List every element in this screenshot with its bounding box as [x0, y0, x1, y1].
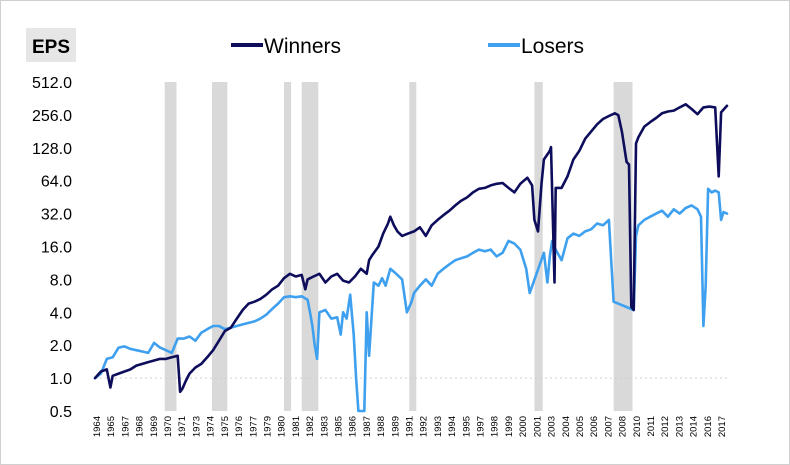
x-tick-label-30: 2000 [518, 416, 529, 437]
y-tick-label-2: 2.0 [50, 338, 72, 355]
x-tick-label-15: 1982 [305, 416, 316, 437]
x-tick-label-37: 2008 [618, 416, 629, 437]
x-tick-label-41: 2013 [674, 416, 685, 437]
x-tick-label-9: 1975 [220, 416, 231, 437]
legend-label-winners: Winners [264, 35, 341, 58]
x-axis-tick-labels: 1964 1965 1967 1968 1969 1970 1971 1973 1974 1975… [92, 416, 728, 437]
y-tick-label-1: 1.0 [50, 371, 72, 388]
y-tick-label-7: 64.0 [41, 174, 72, 191]
y-tick-label-3: 4.0 [50, 305, 72, 322]
x-tick-label-35: 2006 [589, 416, 600, 437]
x-tick-label-6: 1971 [177, 416, 188, 437]
x-tick-label-4: 1969 [149, 416, 160, 437]
y-axis-tick-labels: 0.5 1.0 2.0 4.0 8.0 16.0 32.0 64.0 128.0 256.0 512… [32, 75, 72, 421]
x-tick-label-32: 2003 [547, 416, 558, 437]
y-tick-label-4: 8.0 [50, 272, 72, 289]
title-box: EPS [26, 28, 76, 62]
x-tick-label-25: 1994 [447, 416, 458, 437]
series-line-winners [93, 103, 729, 394]
y-tick-label-0: 0.5 [50, 404, 72, 421]
x-tick-label-0: 1964 [92, 416, 103, 437]
x-tick-label-19: 1987 [362, 416, 373, 437]
chart-title: EPS [32, 37, 70, 58]
y-tick-label-8: 128.0 [32, 141, 72, 158]
recession-bar-5 [534, 82, 543, 411]
x-tick-label-44: 2017 [717, 416, 728, 437]
y-tick-label-6: 32.0 [41, 207, 72, 224]
x-tick-label-7: 1973 [191, 416, 202, 437]
legend: Winners Losers [231, 35, 584, 58]
x-tick-label-3: 1968 [135, 416, 146, 437]
x-tick-label-22: 1991 [405, 416, 416, 437]
y-tick-label-10: 512.0 [32, 75, 72, 92]
x-tick-label-13: 1980 [277, 416, 288, 437]
x-tick-label-24: 1993 [433, 416, 444, 437]
x-tick-label-36: 2007 [603, 416, 614, 437]
y-tick-label-5: 16.0 [41, 240, 72, 257]
x-tick-label-43: 2016 [703, 416, 714, 437]
x-tick-label-34: 2005 [575, 416, 586, 437]
recession-bar-1 [211, 82, 228, 411]
recession-bar-3 [301, 82, 319, 411]
x-tick-label-23: 1992 [419, 416, 430, 437]
series-lines [93, 103, 729, 413]
series-line-losers [93, 187, 729, 413]
x-tick-label-27: 1997 [476, 416, 487, 437]
x-tick-label-31: 2001 [532, 416, 543, 437]
x-tick-label-11: 1977 [248, 416, 259, 437]
x-tick-label-16: 1983 [319, 416, 330, 437]
legend-label-losers: Losers [521, 35, 584, 58]
x-tick-label-33: 2004 [561, 416, 572, 437]
x-tick-label-5: 1970 [163, 416, 174, 437]
x-tick-label-28: 1998 [490, 416, 501, 437]
x-tick-label-2: 1967 [120, 416, 131, 437]
y-tick-label-9: 256.0 [32, 108, 72, 125]
x-tick-label-18: 1986 [348, 416, 359, 437]
recession-bar-2 [284, 82, 292, 411]
x-tick-label-39: 2011 [646, 416, 657, 436]
x-tick-label-8: 1974 [206, 416, 217, 437]
x-tick-label-10: 1976 [234, 416, 245, 437]
recession-bar-0 [164, 82, 177, 411]
x-tick-label-42: 2014 [689, 416, 700, 437]
title-background [26, 28, 76, 62]
x-tick-label-26: 1995 [461, 416, 472, 437]
x-tick-label-12: 1979 [262, 416, 273, 437]
x-tick-label-14: 1981 [291, 416, 302, 437]
x-tick-label-20: 1988 [376, 416, 387, 437]
x-tick-label-29: 1999 [504, 416, 515, 437]
x-tick-label-21: 1989 [390, 416, 401, 437]
x-tick-label-40: 2012 [660, 416, 671, 437]
x-tick-label-1: 1965 [106, 416, 117, 437]
x-tick-label-38: 2010 [632, 416, 643, 437]
x-tick-label-17: 1985 [333, 416, 344, 437]
recession-bar-4 [409, 82, 417, 411]
